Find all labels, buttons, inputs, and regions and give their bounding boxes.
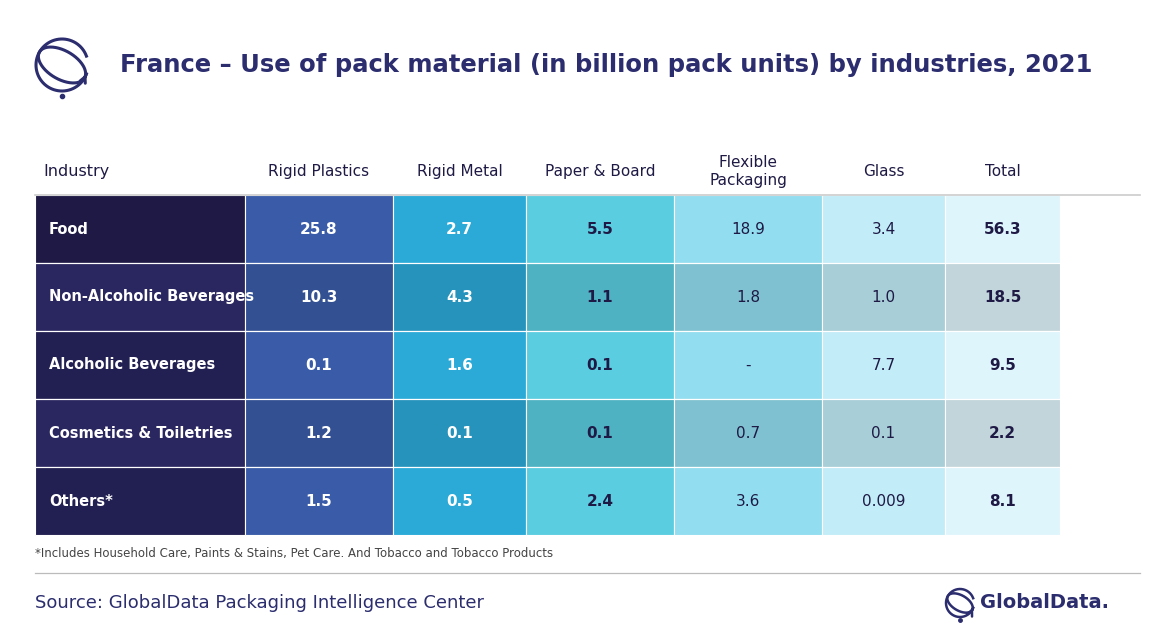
- Text: 4.3: 4.3: [447, 290, 473, 305]
- Text: Total: Total: [984, 164, 1021, 179]
- Text: Rigid Plastics: Rigid Plastics: [268, 164, 369, 179]
- Text: 2.7: 2.7: [447, 222, 473, 237]
- Text: 8.1: 8.1: [989, 494, 1016, 509]
- Bar: [674, 263, 822, 331]
- Text: 5.5: 5.5: [586, 222, 613, 237]
- Bar: [822, 467, 945, 535]
- Text: France – Use of pack material (in billion pack units) by industries, 2021: France – Use of pack material (in billio…: [120, 53, 1092, 77]
- Text: 7.7: 7.7: [872, 357, 895, 372]
- Bar: [393, 263, 526, 331]
- Bar: [945, 263, 1059, 331]
- Bar: [526, 399, 674, 467]
- Bar: [945, 331, 1059, 399]
- Bar: [245, 195, 393, 263]
- Bar: [674, 467, 822, 535]
- Bar: [35, 331, 245, 399]
- Bar: [35, 399, 245, 467]
- Text: 0.1: 0.1: [587, 426, 613, 440]
- Text: 1.1: 1.1: [587, 290, 613, 305]
- Bar: [245, 331, 393, 399]
- Text: 18.9: 18.9: [731, 222, 765, 237]
- Bar: [245, 399, 393, 467]
- Text: 10.3: 10.3: [300, 290, 338, 305]
- Text: 9.5: 9.5: [989, 357, 1016, 372]
- Text: Food: Food: [49, 222, 89, 237]
- Bar: [822, 263, 945, 331]
- Text: 3.4: 3.4: [871, 222, 895, 237]
- Bar: [822, 399, 945, 467]
- Text: 25.8: 25.8: [300, 222, 338, 237]
- Text: Industry: Industry: [43, 164, 109, 179]
- Bar: [393, 195, 526, 263]
- Bar: [526, 467, 674, 535]
- Text: 0.1: 0.1: [306, 357, 333, 372]
- Bar: [822, 195, 945, 263]
- Bar: [393, 467, 526, 535]
- Text: 0.5: 0.5: [447, 494, 473, 509]
- Bar: [35, 263, 245, 331]
- Bar: [674, 195, 822, 263]
- Text: *Includes Household Care, Paints & Stains, Pet Care. And Tobacco and Tobacco Pro: *Includes Household Care, Paints & Stain…: [35, 547, 553, 560]
- Bar: [674, 399, 822, 467]
- Text: 0.1: 0.1: [587, 357, 613, 372]
- Text: 1.6: 1.6: [447, 357, 473, 372]
- Bar: [822, 331, 945, 399]
- Text: 0.009: 0.009: [861, 494, 905, 509]
- Bar: [393, 331, 526, 399]
- Text: Cosmetics & Toiletries: Cosmetics & Toiletries: [49, 426, 232, 440]
- Text: Flexible
Packaging: Flexible Packaging: [709, 155, 786, 188]
- Text: Glass: Glass: [863, 164, 905, 179]
- Text: -: -: [745, 357, 751, 372]
- Text: 0.1: 0.1: [447, 426, 472, 440]
- Bar: [526, 195, 674, 263]
- Text: 0.1: 0.1: [872, 426, 895, 440]
- Text: Rigid Metal: Rigid Metal: [416, 164, 503, 179]
- Text: GlobalData.: GlobalData.: [980, 593, 1109, 612]
- Text: Source: GlobalData Packaging Intelligence Center: Source: GlobalData Packaging Intelligenc…: [35, 594, 484, 612]
- Text: 18.5: 18.5: [983, 290, 1021, 305]
- Text: 1.2: 1.2: [306, 426, 333, 440]
- Text: 0.7: 0.7: [736, 426, 761, 440]
- Text: 3.6: 3.6: [736, 494, 761, 509]
- Text: 1.8: 1.8: [736, 290, 761, 305]
- Text: Non-Alcoholic Beverages: Non-Alcoholic Beverages: [49, 290, 254, 305]
- Bar: [35, 195, 245, 263]
- Bar: [245, 263, 393, 331]
- Bar: [674, 331, 822, 399]
- Bar: [393, 399, 526, 467]
- Bar: [945, 399, 1059, 467]
- Bar: [945, 195, 1059, 263]
- Bar: [35, 467, 245, 535]
- Text: 1.5: 1.5: [306, 494, 333, 509]
- Bar: [945, 467, 1059, 535]
- Bar: [526, 331, 674, 399]
- Bar: [245, 467, 393, 535]
- Text: 1.0: 1.0: [872, 290, 895, 305]
- Text: 2.4: 2.4: [586, 494, 613, 509]
- Text: Alcoholic Beverages: Alcoholic Beverages: [49, 357, 216, 372]
- Text: 2.2: 2.2: [989, 426, 1016, 440]
- Text: 56.3: 56.3: [983, 222, 1021, 237]
- Text: Others*: Others*: [49, 494, 113, 509]
- Bar: [526, 263, 674, 331]
- Text: Paper & Board: Paper & Board: [545, 164, 655, 179]
